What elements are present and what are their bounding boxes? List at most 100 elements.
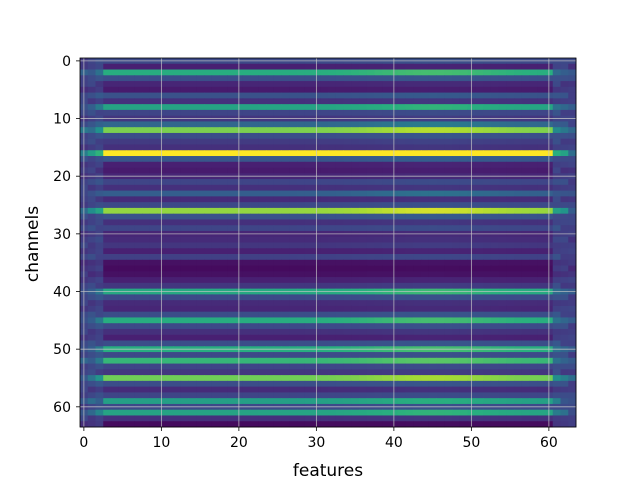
heatmap-cell	[142, 352, 151, 359]
heatmap-cell	[266, 109, 275, 117]
heatmap-cell	[475, 305, 484, 313]
heatmap-cell	[382, 352, 391, 359]
heatmap-cell	[250, 69, 259, 76]
heatmap-cell	[149, 98, 158, 105]
heatmap-cell	[95, 277, 104, 284]
heatmap-cell	[397, 357, 406, 364]
heatmap-cell	[397, 398, 406, 405]
heatmap-cell	[506, 127, 515, 134]
plot-frame	[79, 57, 577, 428]
heatmap-cell	[180, 294, 189, 301]
heatmap-cell	[475, 98, 484, 105]
heatmap-cell	[258, 340, 267, 347]
heatmap-cell	[320, 248, 329, 255]
heatmap-cell	[359, 311, 368, 318]
heatmap-cell	[227, 179, 236, 186]
heatmap-cell	[250, 144, 259, 151]
heatmap-cell	[281, 132, 290, 140]
heatmap-cell	[204, 375, 213, 382]
heatmap-cell	[436, 300, 445, 307]
heatmap-cell	[328, 265, 337, 272]
heatmap-cell	[204, 421, 213, 428]
heatmap-cell	[413, 328, 422, 336]
heatmap-cell	[483, 190, 492, 197]
heatmap-cell	[320, 317, 329, 324]
heatmap-cell	[498, 190, 507, 197]
heatmap-cell	[436, 334, 445, 341]
heatmap-cell	[126, 282, 135, 290]
heatmap-cell	[560, 265, 569, 272]
heatmap-cell	[289, 144, 298, 151]
heatmap-cell	[304, 334, 313, 341]
heatmap-cell	[328, 167, 337, 174]
heatmap-cell	[95, 340, 104, 347]
heatmap-cell	[452, 352, 461, 359]
heatmap-cell	[529, 150, 538, 157]
heatmap-cell	[382, 305, 391, 313]
heatmap-cell	[134, 357, 143, 364]
heatmap-cell	[258, 150, 267, 157]
heatmap-cell	[498, 294, 507, 301]
heatmap-cell	[134, 265, 143, 272]
heatmap-cell	[506, 300, 515, 307]
heatmap-cell	[95, 254, 104, 261]
heatmap-cell	[568, 92, 577, 99]
heatmap-cell	[273, 392, 282, 399]
heatmap-cell	[242, 277, 251, 284]
heatmap-cell	[529, 242, 538, 249]
heatmap-cell	[219, 207, 228, 215]
heatmap-cell	[95, 138, 104, 145]
heatmap-cell	[428, 63, 437, 70]
heatmap-cell	[196, 311, 205, 318]
heatmap-cell	[142, 225, 151, 232]
heatmap-cell	[149, 340, 158, 347]
heatmap-cell	[483, 104, 492, 111]
heatmap-cell	[211, 369, 220, 376]
heatmap-cell	[227, 109, 236, 117]
heatmap-cell	[173, 156, 182, 163]
heatmap-cell	[351, 219, 360, 226]
heatmap-cell	[428, 369, 437, 376]
heatmap-cell	[111, 375, 120, 382]
heatmap-cell	[126, 92, 135, 99]
heatmap-cell	[227, 92, 236, 99]
heatmap-cell	[537, 184, 546, 192]
heatmap-cell	[328, 92, 337, 99]
heatmap-cell	[204, 81, 213, 88]
heatmap-cell	[382, 340, 391, 347]
heatmap-cell	[351, 300, 360, 307]
heatmap-cell	[506, 98, 515, 105]
heatmap-cell	[227, 328, 236, 336]
heatmap-cell	[227, 421, 236, 428]
heatmap-cell	[118, 167, 127, 174]
heatmap-cell	[335, 409, 344, 416]
heatmap-cell	[227, 242, 236, 249]
heatmap-cell	[211, 334, 220, 341]
heatmap-cell	[134, 92, 143, 99]
heatmap-cell	[266, 219, 275, 226]
heatmap-cell	[397, 317, 406, 324]
heatmap-cell	[506, 294, 515, 301]
heatmap-cell	[483, 328, 492, 336]
heatmap-cell	[103, 317, 112, 324]
heatmap-cell	[506, 69, 515, 76]
heatmap-cell	[521, 92, 530, 99]
heatmap-cell	[118, 357, 127, 364]
heatmap-cell	[359, 236, 368, 243]
heatmap-cell	[328, 282, 337, 290]
heatmap-cell	[405, 398, 414, 405]
heatmap-cell	[428, 300, 437, 307]
heatmap-cell	[428, 156, 437, 163]
heatmap-cell	[382, 271, 391, 278]
heatmap-cell	[452, 271, 461, 278]
heatmap-cell	[560, 357, 569, 364]
heatmap-cell	[483, 81, 492, 88]
heatmap-cell	[95, 311, 104, 318]
heatmap-cell	[219, 340, 228, 347]
heatmap-cell	[490, 225, 499, 232]
heatmap-cell	[397, 156, 406, 163]
heatmap-cell	[490, 104, 499, 111]
heatmap-cell	[405, 196, 414, 203]
heatmap-cell	[266, 196, 275, 203]
heatmap-cell	[103, 392, 112, 399]
